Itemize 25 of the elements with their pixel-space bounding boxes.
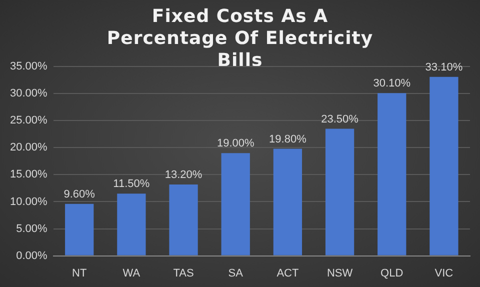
data-label: 11.50%: [113, 178, 150, 190]
y-tick-label: 25.00%: [10, 114, 48, 127]
y-tick-label: 35.00%: [10, 60, 48, 73]
x-tick-label: NT: [72, 267, 87, 280]
y-tick-label: 30.00%: [10, 88, 48, 100]
data-label: 13.20%: [164, 168, 202, 181]
y-tick-label: 0.00%: [16, 250, 48, 262]
data-label: 30.10%: [373, 78, 411, 90]
x-tick-label: VIC: [434, 267, 454, 280]
y-tick-label: 10.00%: [10, 196, 48, 208]
data-label: 9.60%: [64, 188, 96, 200]
chart-title: Fixed Costs As A Percentage Of Electricity Bills: [106, 5, 374, 71]
y-tick-label: 20.00%: [10, 142, 48, 154]
data-label: 33.10%: [425, 61, 463, 74]
x-tick-label: ACT: [276, 267, 299, 280]
data-label: 19.80%: [269, 133, 307, 146]
x-tick-label: NSW: [326, 267, 354, 280]
x-tick-label: SA: [228, 267, 244, 280]
data-label: 19.00%: [216, 138, 254, 150]
y-tick-label: 5.00%: [16, 222, 48, 235]
x-tick-label: WA: [122, 267, 141, 280]
y-tick-label: 15.00%: [10, 168, 48, 181]
x-tick-label: QLD: [380, 267, 404, 280]
x-tick-label: TAS: [173, 267, 194, 280]
data-label: 23.50%: [321, 113, 359, 126]
